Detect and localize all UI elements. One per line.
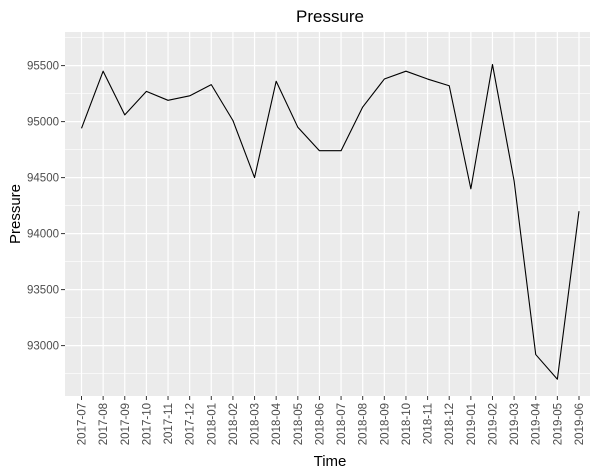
y-axis: 93000 93500 94000 94500 95000 95500 [27,61,65,353]
x-tick-label: 2019-02 [487,403,499,445]
x-tick-label: 2018-11 [423,403,435,444]
x-tick-label: 2018-06 [314,403,326,445]
x-tick-label: 2017-12 [185,403,197,445]
chart-title: Pressure [296,7,364,26]
x-tick-label: 2018-01 [206,403,218,445]
y-tick-label: 95000 [27,117,59,129]
series-line [80,63,580,380]
y-tick-label: 93500 [27,285,59,297]
y-tick-label: 94500 [27,173,59,185]
x-tick-label: 2017-10 [141,403,153,445]
x-tick-label: 2018-03 [250,403,262,445]
x-tick-label: 2017-08 [98,403,110,445]
x-tick-label: 2018-08 [358,403,370,445]
x-tick-label: 2019-04 [531,402,543,445]
series-layer [80,63,580,380]
plot-panel [65,32,590,396]
x-tick-label: 2019-05 [552,403,564,445]
x-tick-label: 2017-11 [163,403,175,444]
x-tick-label: 2019-06 [574,403,586,445]
x-axis-title: Time [314,453,347,470]
x-tick-label: 2019-01 [466,403,478,445]
x-axis: 2017-07 2017-08 2017-09 2017-10 2017-11 2017-… [77,396,586,445]
x-tick-label: 2017-09 [120,403,132,445]
x-tick-label: 2018-02 [228,403,240,445]
x-tick-label: 2018-04 [271,402,283,445]
x-tick-label: 2018-09 [379,403,391,445]
x-tick-label: 2019-03 [509,403,521,445]
x-tick-label: 2018-10 [401,403,413,445]
y-tick-label: 94000 [27,229,59,241]
y-tick-label: 95500 [27,61,59,73]
x-tick-label: 2017-07 [77,403,89,445]
y-axis-title: Pressure [7,184,24,244]
y-tick-label: 93000 [27,341,59,353]
major-grid [65,32,590,396]
x-tick-label: 2018-12 [444,403,456,445]
x-tick-label: 2018-05 [293,403,305,445]
x-tick-label: 2018-07 [336,403,348,445]
